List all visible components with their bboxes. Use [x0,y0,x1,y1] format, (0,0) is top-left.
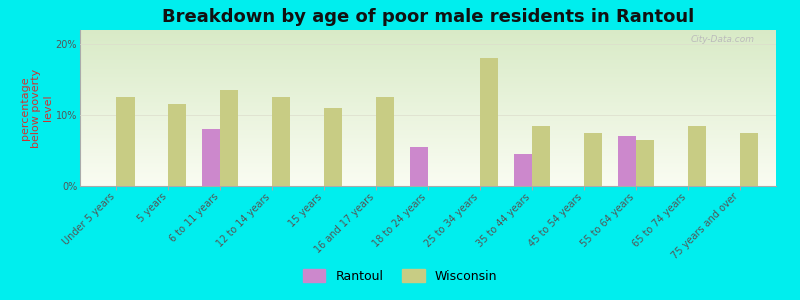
Bar [688,126,706,186]
Bar [532,126,550,186]
Legend: Rantoul, Wisconsin: Rantoul, Wisconsin [298,264,502,288]
Bar [618,136,636,186]
Bar [410,147,428,186]
Bar [168,104,186,186]
Title: Breakdown by age of poor male residents in Rantoul: Breakdown by age of poor male residents … [162,8,694,26]
Y-axis label: percentage
below poverty
level: percentage below poverty level [20,68,53,148]
Bar [220,90,238,186]
Bar [636,140,654,186]
Bar [116,98,134,186]
Bar [480,58,498,186]
Bar [272,98,290,186]
Bar [584,133,602,186]
Bar [376,98,394,186]
Bar [202,129,220,186]
Bar [514,154,532,186]
Bar [324,108,342,186]
Bar [740,133,758,186]
Text: City-Data.com: City-Data.com [691,35,755,44]
